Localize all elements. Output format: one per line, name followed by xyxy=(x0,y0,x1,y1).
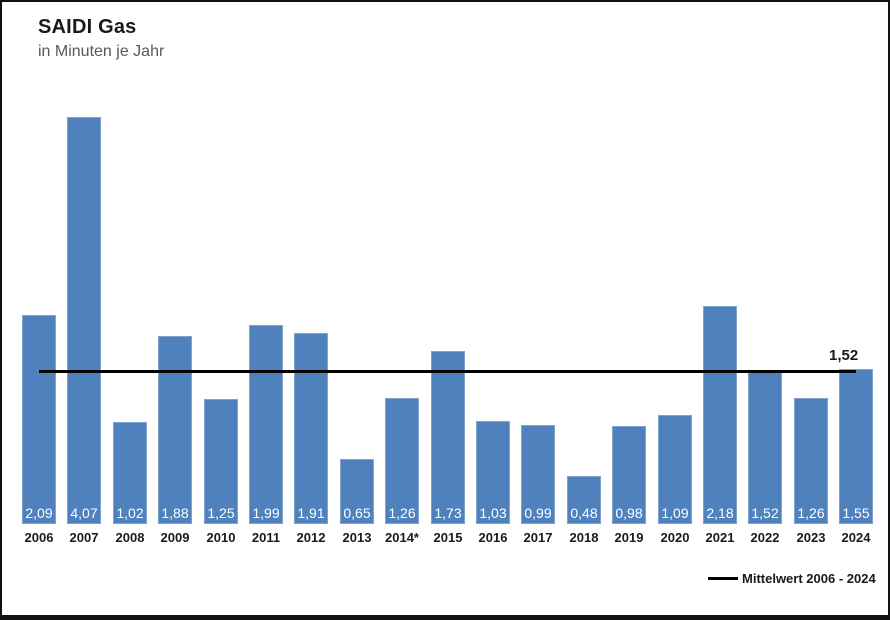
bar-2011: 1,99 xyxy=(249,325,283,524)
mean-line-value-label: 1,52 xyxy=(829,347,859,364)
x-axis-tick-2008: 2008 xyxy=(115,530,145,545)
x-axis-tick-2021: 2021 xyxy=(705,530,735,545)
x-axis-tick-2014: 2014* xyxy=(385,530,419,545)
bar-value-label: 1,25 xyxy=(207,505,235,521)
bar-2019: 0,98 xyxy=(612,426,646,524)
bar-value-label: 4,07 xyxy=(70,505,98,521)
bar-value-label: 1,02 xyxy=(116,505,144,521)
bar-2012: 1,91 xyxy=(294,333,328,524)
bar-2014: 1,26 xyxy=(385,398,419,524)
x-axis-tick-2019: 2019 xyxy=(614,530,644,545)
bar-2020: 1,09 xyxy=(658,415,692,524)
bar-2023: 1,26 xyxy=(794,398,828,524)
x-axis-tick-2010: 2010 xyxy=(206,530,236,545)
bar-value-label: 1,91 xyxy=(297,505,325,521)
bar-2021: 2,18 xyxy=(703,306,737,524)
mean-line xyxy=(39,370,856,373)
x-axis-tick-2022: 2022 xyxy=(750,530,780,545)
title-block: SAIDI Gas in Minuten je Jahr xyxy=(38,16,164,61)
bar-2015: 1,73 xyxy=(431,351,465,524)
x-axis-tick-2013: 2013 xyxy=(342,530,372,545)
x-axis-tick-2011: 2011 xyxy=(251,530,281,545)
x-axis-tick-2016: 2016 xyxy=(478,530,508,545)
bar-value-label: 1,26 xyxy=(797,505,825,521)
bar-value-label: 1,73 xyxy=(434,505,462,521)
bar-2009: 1,88 xyxy=(158,336,192,524)
bar-value-label: 0,99 xyxy=(524,505,552,521)
x-axis-tick-2006: 2006 xyxy=(24,530,54,545)
bar-value-label: 1,03 xyxy=(479,505,507,521)
bar-value-label: 1,55 xyxy=(842,505,870,521)
x-axis-tick-2023: 2023 xyxy=(796,530,826,545)
bar-value-label: 0,65 xyxy=(343,505,371,521)
bar-2013: 0,65 xyxy=(340,459,374,524)
chart-subtitle: in Minuten je Jahr xyxy=(38,43,165,60)
x-axis-tick-2018: 2018 xyxy=(569,530,599,545)
bar-2024: 1,55 xyxy=(839,369,873,524)
bar-value-label: 0,98 xyxy=(615,505,643,521)
bar-2016: 1,03 xyxy=(476,421,510,524)
chart-title: SAIDI Gas xyxy=(38,16,137,38)
bar-value-label: 0,48 xyxy=(570,505,598,521)
bar-value-label: 2,09 xyxy=(25,505,53,521)
bar-value-label: 1,99 xyxy=(252,505,280,521)
bar-value-label: 1,88 xyxy=(161,505,189,521)
bar-value-label: 1,52 xyxy=(751,505,779,521)
x-axis-tick-2007: 2007 xyxy=(69,530,99,545)
x-axis-tick-2009: 2009 xyxy=(160,530,190,545)
bar-value-label: 1,26 xyxy=(388,505,416,521)
x-axis-tick-2012: 2012 xyxy=(296,530,326,545)
x-axis-tick-2015: 2015 xyxy=(433,530,463,545)
bar-value-label: 2,18 xyxy=(706,505,734,521)
bar-value-label: 1,09 xyxy=(661,505,689,521)
mean-line-legend-swatch xyxy=(708,577,738,580)
mean-line-legend-label: Mittelwert 2006 - 2024 xyxy=(742,571,876,586)
bar-2017: 0,99 xyxy=(521,425,555,524)
bar-2010: 1,25 xyxy=(204,399,238,524)
bar-2006: 2,09 xyxy=(22,315,56,524)
x-axis-tick-2024: 2024 xyxy=(841,530,871,545)
bar-2007: 4,07 xyxy=(67,117,101,524)
legend: Mittelwert 2006 - 2024 xyxy=(708,571,876,586)
bar-2022: 1,52 xyxy=(748,372,782,524)
bar-2008: 1,02 xyxy=(113,422,147,524)
x-axis-tick-2020: 2020 xyxy=(660,530,690,545)
x-axis-tick-2017: 2017 xyxy=(523,530,553,545)
bar-2018: 0,48 xyxy=(567,476,601,524)
